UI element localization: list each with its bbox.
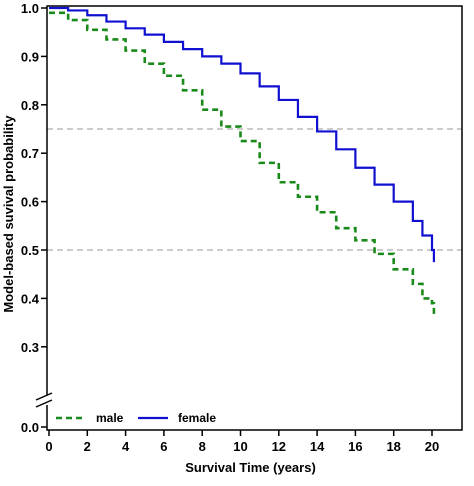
legend-label-female: female bbox=[178, 411, 216, 425]
y-tick-label: 0.9 bbox=[21, 49, 39, 64]
y-tick-label: 1.0 bbox=[21, 1, 39, 16]
y-tick-label: 0.7 bbox=[21, 146, 39, 161]
x-axis-ticks: 0 2 4 6 8 10 12 14 16 18 20 bbox=[45, 430, 439, 454]
y-axis-title: Model-based suvival probability bbox=[1, 115, 16, 313]
x-tick-label: 10 bbox=[233, 439, 247, 454]
x-tick-label: 14 bbox=[310, 439, 325, 454]
axis-break bbox=[35, 392, 53, 408]
x-tick-label: 16 bbox=[348, 439, 362, 454]
x-tick-label: 8 bbox=[199, 439, 206, 454]
axis-break-gap bbox=[37, 395, 51, 405]
x-tick-label: 12 bbox=[272, 439, 286, 454]
x-tick-label: 4 bbox=[122, 439, 130, 454]
reference-lines bbox=[47, 128, 462, 251]
axis-break-mark bbox=[35, 399, 53, 408]
y-axis-ticks: 0.3 0.4 0.5 0.6 0.7 0.8 0.9 1.0 0.0 bbox=[21, 1, 47, 435]
plot-border bbox=[46, 5, 463, 431]
y-break-label: 0.0 bbox=[21, 420, 39, 435]
legend-label-male: male bbox=[96, 411, 124, 425]
x-axis-title: Survival Time (years) bbox=[185, 460, 316, 475]
series-line-female bbox=[49, 6, 436, 263]
x-tick-label: 0 bbox=[45, 439, 52, 454]
y-tick-label: 0.3 bbox=[21, 340, 39, 355]
y-tick-label: 0.5 bbox=[21, 243, 39, 258]
series-layer bbox=[49, 6, 436, 318]
x-tick-label: 18 bbox=[386, 439, 400, 454]
x-tick-label: 2 bbox=[84, 439, 91, 454]
x-tick-label: 6 bbox=[160, 439, 167, 454]
y-tick-label: 0.8 bbox=[21, 98, 39, 113]
legend: male female bbox=[56, 411, 216, 425]
series-line-male bbox=[49, 11, 436, 318]
plot-frame bbox=[46, 5, 463, 431]
x-tick-label: 20 bbox=[425, 439, 439, 454]
axis-break-mark bbox=[35, 392, 53, 401]
y-tick-label: 0.4 bbox=[21, 291, 40, 306]
y-tick-label: 0.6 bbox=[21, 195, 39, 210]
